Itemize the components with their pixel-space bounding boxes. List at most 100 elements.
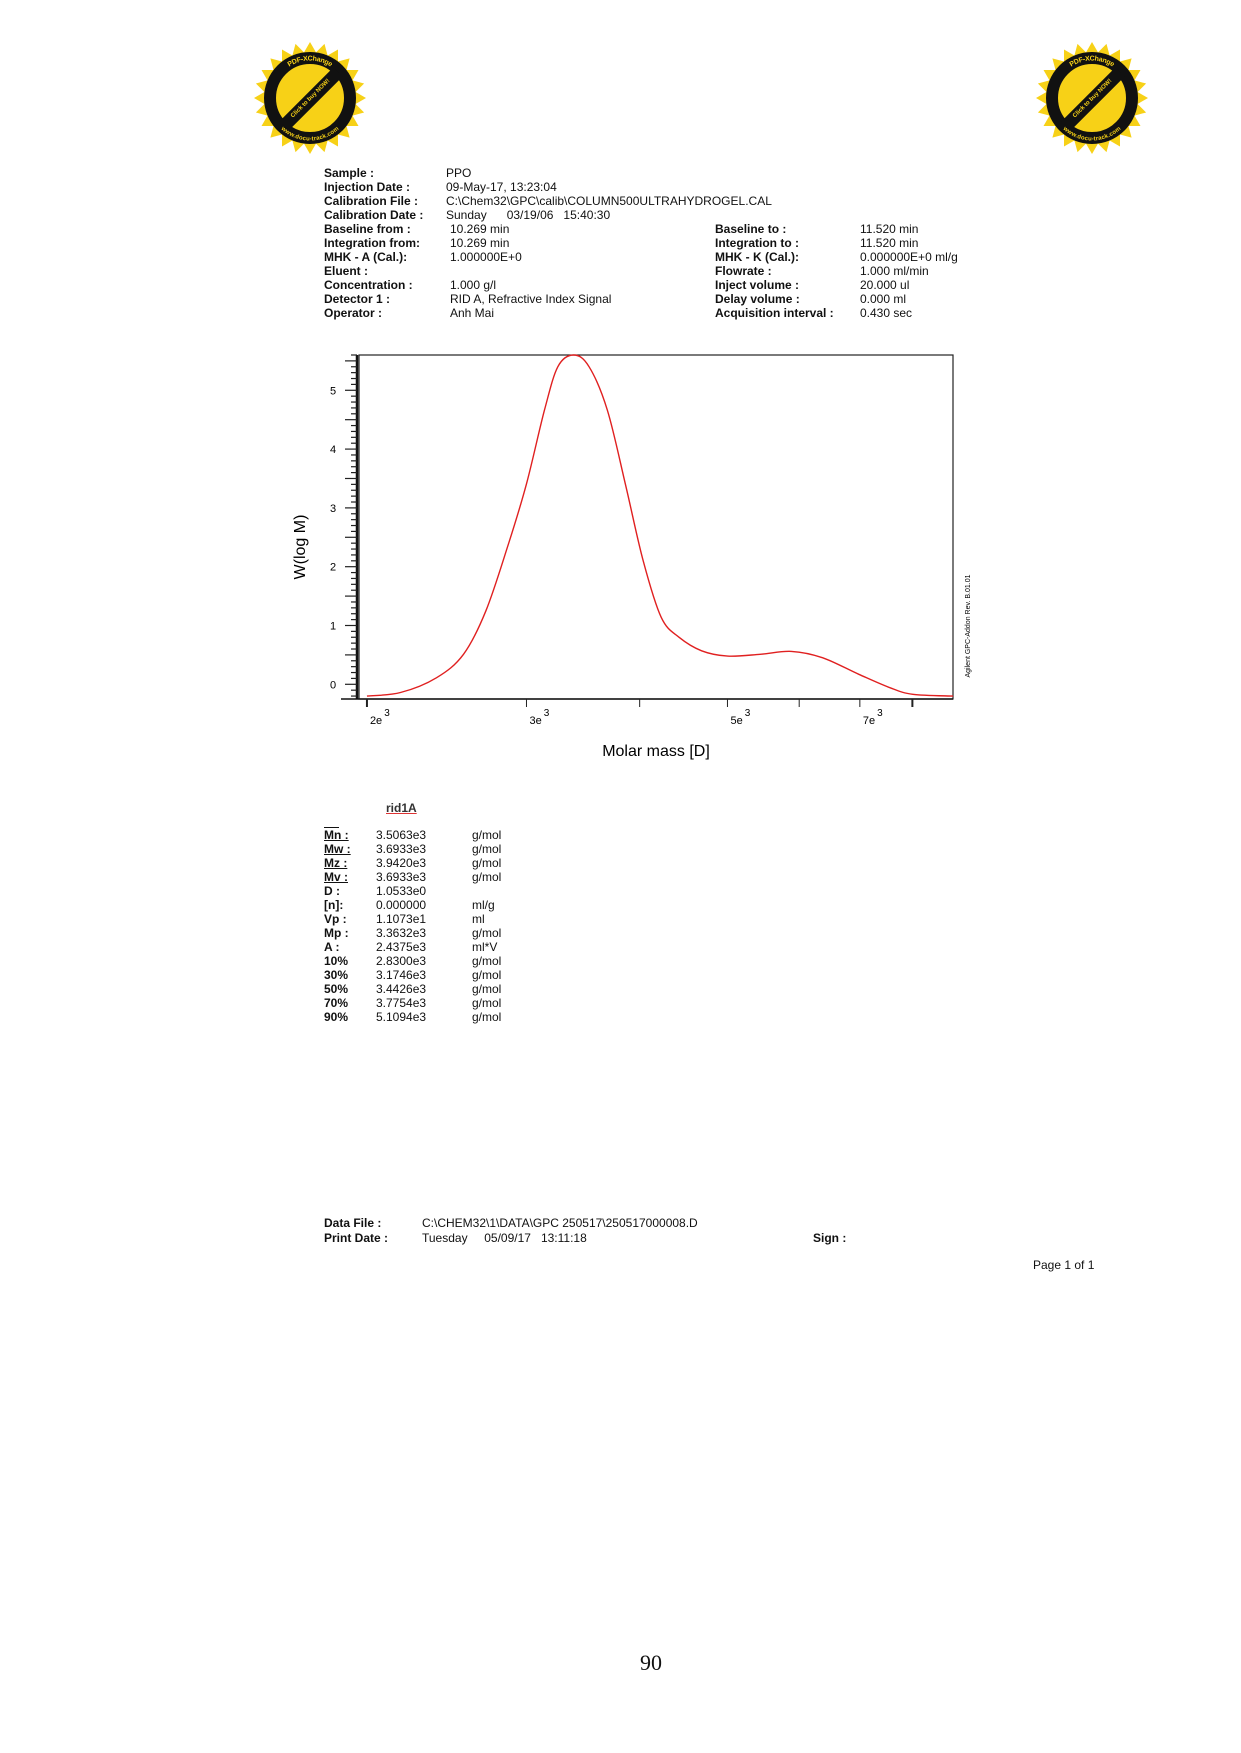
result-unit: g/mol	[472, 968, 502, 982]
header-label: Calibration Date :	[324, 208, 424, 222]
header-label: Operator :	[324, 306, 383, 320]
result-label: 70%	[324, 996, 349, 1010]
result-label: A :	[324, 940, 340, 954]
header-label: Injection Date :	[324, 180, 411, 194]
result-value: 3.7754e3	[376, 996, 427, 1010]
result-unit: g/mol	[472, 828, 502, 842]
result-label: Mv :	[324, 870, 348, 884]
y-tick-label: 1	[330, 620, 336, 632]
header-value: 1.000 ml/min	[860, 264, 929, 278]
result-unit: g/mol	[472, 842, 502, 856]
header-label: Integration to :	[715, 236, 799, 250]
stamp-ring	[1046, 52, 1138, 144]
data-file-label: Data File :	[324, 1216, 382, 1230]
header-value: 10.269 min	[450, 222, 510, 236]
sign-label: Sign :	[813, 1231, 847, 1245]
result-label: Mn :	[324, 828, 349, 842]
y-tick-label: 2	[330, 562, 336, 574]
header-value: C:\Chem32\GPC\calib\COLUMN500ULTRAHYDROG…	[446, 194, 772, 208]
header-value: 0.430 sec	[860, 306, 913, 320]
print-date-label: Print Date :	[324, 1231, 389, 1245]
result-value: 3.9420e3	[376, 856, 427, 870]
result-unit: g/mol	[472, 926, 502, 940]
print-date-value: Tuesday 05/09/17 13:11:18	[422, 1231, 587, 1245]
x-axis-label: Molar mass [D]	[602, 743, 710, 760]
page-info: Page 1 of 1	[1033, 1258, 1095, 1272]
header-label: MHK - A (Cal.):	[324, 250, 408, 264]
header-value: Sunday 03/19/06 15:40:30	[446, 208, 611, 222]
result-value: 0.000000	[376, 898, 427, 912]
header-value: 09-May-17, 13:23:04	[446, 180, 557, 194]
header-label: Concentration :	[324, 278, 413, 292]
header-value: RID A, Refractive Index Signal	[450, 292, 612, 306]
result-unit: g/mol	[472, 996, 502, 1010]
x-tick-label: 5e3	[730, 708, 750, 727]
header-value: 11.520 min	[860, 222, 919, 236]
result-label: 90%	[324, 1010, 349, 1024]
results-title: rid1A	[386, 801, 417, 815]
result-label: 50%	[324, 982, 349, 996]
header-label: Eluent :	[324, 264, 368, 278]
page-number: 90	[640, 1650, 662, 1675]
header-label: Detector 1 :	[324, 292, 391, 306]
plot-frame	[358, 354, 954, 700]
result-value: 3.3632e3	[376, 926, 427, 940]
distribution-curve	[366, 354, 954, 697]
header-value: 0.000 ml	[860, 292, 907, 306]
result-value: 1.0533e0	[376, 884, 427, 898]
result-label: Mz :	[324, 856, 348, 870]
y-tick-label: 0	[330, 679, 336, 691]
header-value: PPO	[446, 166, 472, 180]
result-label: 30%	[324, 968, 349, 982]
y-axis-label: W(log M)	[292, 515, 309, 580]
result-unit: g/mol	[472, 982, 502, 996]
molar-mass-distribution-chart: 0 1 2 3 4 5 2e3 3e3 5e3 7e3 Molar mass [D] W(log M)…	[292, 354, 972, 760]
x-tick-label: 3e3	[529, 708, 549, 727]
header-label: Acquisition interval :	[715, 306, 834, 320]
result-label: Mw :	[324, 842, 351, 856]
header-value: 0.000000E+0 ml/g	[860, 250, 958, 264]
result-value: 3.5063e3	[376, 828, 427, 842]
result-unit: g/mol	[472, 870, 502, 884]
x-tick-label: 7e3	[863, 708, 883, 727]
mn-overline	[324, 827, 339, 828]
result-unit: g/mol	[472, 1010, 502, 1024]
header-label: Baseline from :	[324, 222, 411, 236]
stamp-slash	[1061, 67, 1125, 131]
header-label: Calibration File :	[324, 194, 419, 208]
result-label: [n]:	[324, 898, 344, 912]
x-tick-label: 2e3	[370, 708, 390, 727]
result-unit: ml/g	[472, 898, 495, 912]
header-value: Anh Mai	[450, 306, 495, 320]
stamp-slash	[279, 67, 343, 131]
result-unit: g/mol	[472, 856, 502, 870]
header-label: Inject volume :	[715, 278, 800, 292]
result-label: 10%	[324, 954, 349, 968]
header-label: MHK - K (Cal.):	[715, 250, 799, 264]
header-value: 1.000 g/l	[450, 278, 497, 292]
result-value: 3.1746e3	[376, 968, 427, 982]
header-label: Baseline to :	[715, 222, 787, 236]
result-value: 1.1073e1	[376, 912, 427, 926]
header-label: Integration from:	[324, 236, 420, 250]
result-unit: g/mol	[472, 954, 502, 968]
header-label: Flowrate :	[715, 264, 772, 278]
result-unit: ml*V	[472, 940, 498, 954]
result-value: 2.4375e3	[376, 940, 427, 954]
result-value: 2.8300e3	[376, 954, 427, 968]
header-value: 10.269 min	[450, 236, 510, 250]
software-version-note: Agilent GPC-Addon Rev. B.01.01	[965, 574, 972, 677]
data-file-value: C:\CHEM32\1\DATA\GPC 250517\250517000008…	[422, 1216, 698, 1230]
result-value: 5.1094e3	[376, 1010, 427, 1024]
result-label: D :	[324, 884, 340, 898]
y-tick-label: 5	[330, 385, 336, 397]
y-tick-label: 4	[330, 444, 336, 456]
stamp-ring	[264, 52, 356, 144]
result-value: 3.6933e3	[376, 870, 427, 884]
header-value: 11.520 min	[860, 236, 919, 250]
result-label: Vp :	[324, 912, 347, 926]
header-label: Sample :	[324, 166, 375, 180]
result-value: 3.6933e3	[376, 842, 427, 856]
